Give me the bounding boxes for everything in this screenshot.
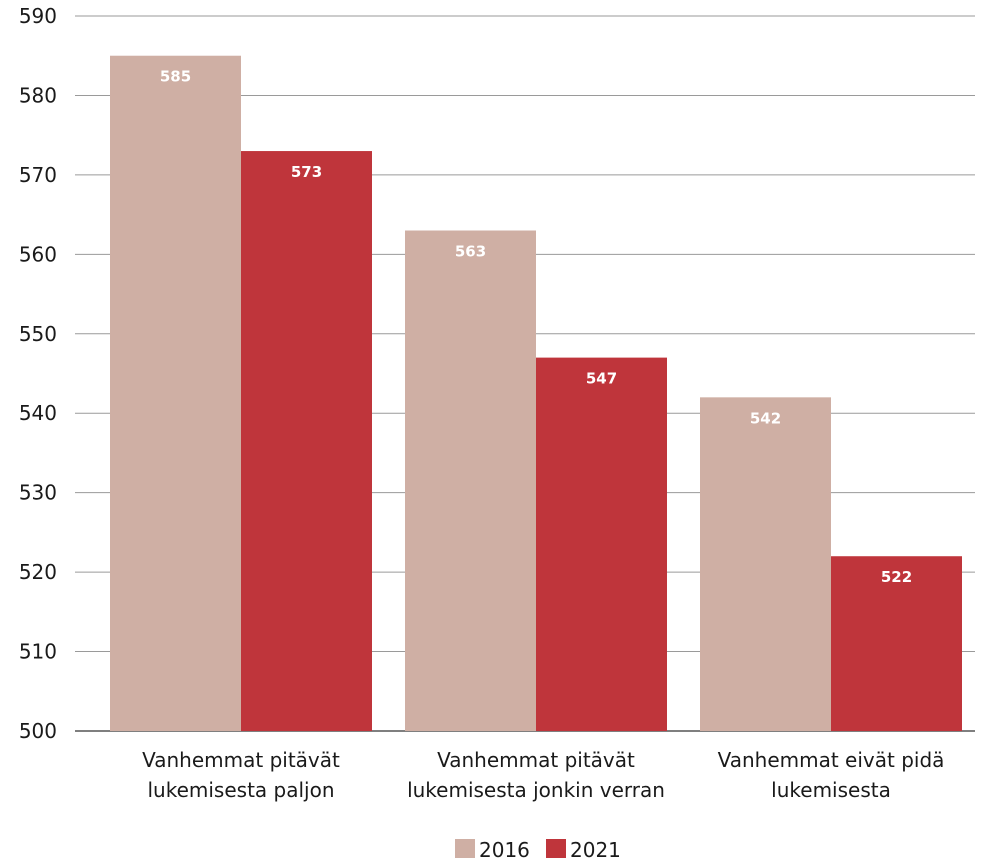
- y-axis-tick-labels: 500 510 520 530 540 550 560 570 580 590: [19, 4, 57, 743]
- x-axis-category-labels: Vanhemmat pitävät lukemisesta paljon Vanhe…: [142, 748, 944, 802]
- y-tick-label: 590: [19, 4, 57, 28]
- y-tick-label: 530: [19, 481, 57, 505]
- category-label: lukemisesta paljon: [147, 778, 334, 802]
- y-tick-label: 570: [19, 163, 57, 187]
- data-label: 563: [455, 243, 486, 261]
- y-tick-label: 520: [19, 560, 57, 584]
- bar-2021-1: [241, 151, 372, 732]
- category-label: Vanhemmat eivät pidä: [718, 748, 945, 772]
- y-tick-label: 560: [19, 242, 57, 266]
- bar-2016-2: [405, 230, 536, 731]
- legend-swatch-2016: [455, 839, 475, 858]
- bar-2016-1: [110, 55, 241, 731]
- data-label: 585: [160, 68, 191, 86]
- bar-2021-3: [831, 556, 962, 731]
- bar-2016-3: [700, 397, 831, 731]
- category-label: Vanhemmat pitävät: [142, 748, 340, 772]
- legend-label: 2016: [479, 838, 530, 860]
- category-label: lukemisesta jonkin verran: [407, 778, 665, 802]
- data-label: 522: [881, 568, 912, 586]
- y-tick-label: 500: [19, 719, 57, 743]
- legend-label: 2021: [570, 838, 621, 860]
- y-tick-label: 510: [19, 640, 57, 664]
- category-label: lukemisesta: [771, 778, 891, 802]
- data-label: 573: [291, 163, 322, 181]
- bar-2021-2: [536, 357, 667, 731]
- data-labels: 585 563 542 573 547 522: [160, 68, 912, 587]
- legend-swatch-2021: [546, 839, 566, 858]
- y-tick-label: 580: [19, 83, 57, 107]
- y-tick-label: 550: [19, 322, 57, 346]
- data-label: 547: [586, 370, 617, 388]
- category-label: Vanhemmat pitävät: [437, 748, 635, 772]
- data-label: 542: [750, 409, 781, 427]
- bars: [110, 55, 962, 732]
- y-tick-label: 540: [19, 401, 57, 425]
- legend: 2016 2021: [455, 838, 621, 860]
